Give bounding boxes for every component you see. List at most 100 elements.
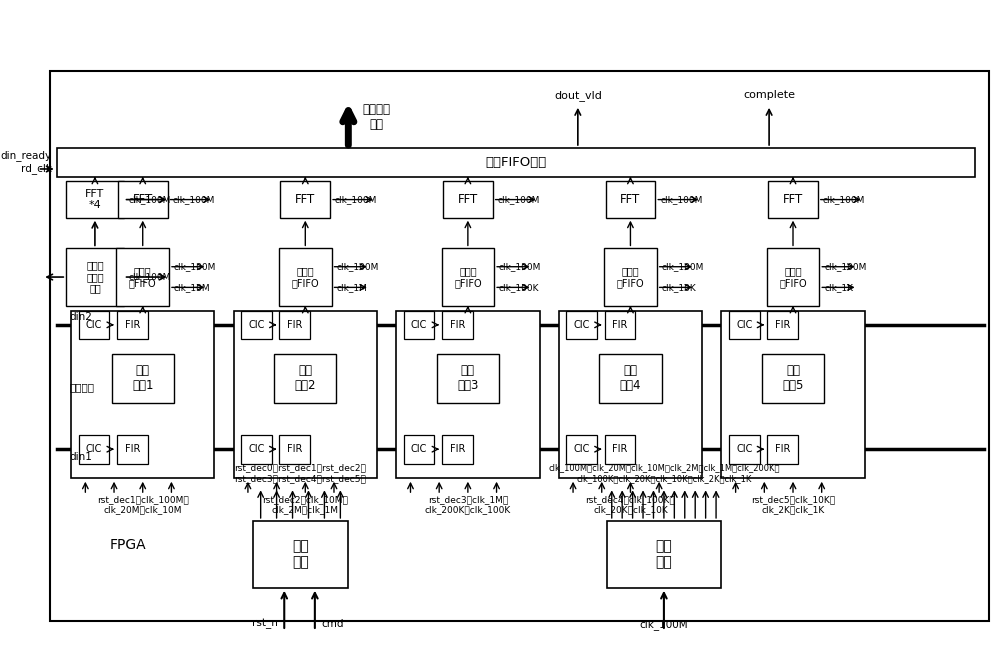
Bar [721,310,865,478]
Bar [234,310,377,478]
Text: FIR: FIR [450,320,465,330]
Text: CIC: CIC [573,444,590,454]
Text: rst_dec2、clk_10M、
clk_2M、clk_1M: rst_dec2、clk_10M、 clk_2M、clk_1M [262,495,348,514]
Text: FIR: FIR [775,444,790,454]
Bar [279,310,310,339]
Bar [396,310,540,478]
Text: clk_100K: clk_100K [499,283,539,292]
Text: rst_dec3、clk_1M、
clk_200K、clk_100K: rst_dec3、clk_1M、 clk_200K、clk_100K [425,495,511,514]
Text: 抽取
模块1: 抽取 模块1 [132,364,153,392]
Text: clk_10K: clk_10K [662,283,696,292]
Bar [112,353,174,403]
Text: 最高频
段数据
分组: 最高频 段数据 分组 [86,261,104,293]
Bar [118,181,168,218]
Bar [404,435,434,464]
Bar [404,310,434,339]
Bar [767,248,819,306]
Bar [66,248,124,306]
Text: dout_vld: dout_vld [554,90,602,101]
Bar [79,310,109,339]
Bar [729,310,760,339]
Text: clk_100M: clk_100M [172,195,215,204]
Bar [599,353,662,403]
Text: CIC: CIC [86,444,102,454]
Text: clk_100M: clk_100M [174,263,216,271]
Bar [50,72,989,621]
Text: clk_10M: clk_10M [174,283,210,292]
Text: FFT: FFT [458,193,478,206]
Text: 异步兵
兵FIFO: 异步兵 兵FIFO [291,266,319,288]
Bar [442,435,473,464]
Bar [66,181,124,218]
Text: 抽取
模块5: 抽取 模块5 [782,364,804,392]
Bar [437,353,499,403]
Text: clk_100M: clk_100M [128,195,171,204]
Text: cmd: cmd [322,619,344,629]
Bar [274,353,336,403]
Text: CIC: CIC [736,320,752,330]
Bar [729,435,760,464]
Bar [71,310,214,478]
Bar [443,181,493,218]
Bar [605,435,635,464]
Bar [241,310,272,339]
Text: CIC: CIC [736,444,752,454]
Text: FIR: FIR [125,320,140,330]
Text: 异步兵
兵FIFO: 异步兵 兵FIFO [779,266,807,288]
Text: 抽取
模块3: 抽取 模块3 [457,364,479,392]
Text: 异步兵
兵FIFO: 异步兵 兵FIFO [129,266,157,288]
Text: clk_100M: clk_100M [499,263,541,271]
Bar [117,310,148,339]
Text: clk_100M: clk_100M [823,195,865,204]
Bar [566,435,597,464]
Text: FIR: FIR [450,444,465,454]
Text: FIR: FIR [287,320,302,330]
Bar [57,148,975,177]
Text: clk_100M、clk_20M、clk_10M、clk_2M、clk_1M、clk_200K、
clk_100K、clk_20K、clk_10K、clk_2K: clk_100M、clk_20M、clk_10M、clk_2M、clk_1M、c… [548,463,780,483]
Bar [606,181,655,218]
Text: rst_dec5、clk_10K、
clk_2K、clk_1K: rst_dec5、clk_10K、 clk_2K、clk_1K [751,495,835,514]
Text: CIC: CIC [411,320,427,330]
Text: rst_dec1、clk_100M、
clk_20M、clk_10M: rst_dec1、clk_100M、 clk_20M、clk_10M [97,495,189,514]
Text: complete: complete [743,90,795,101]
Text: din1: din1 [69,452,92,462]
Text: CIC: CIC [86,320,102,330]
Text: 抽取
模块2: 抽取 模块2 [295,364,316,392]
Text: FFT
*4: FFT *4 [85,189,105,210]
Bar [279,435,310,464]
Text: 异步兵
兵FIFO: 异步兵 兵FIFO [454,266,482,288]
Text: 输出处理
数据: 输出处理 数据 [363,103,391,132]
Text: FIR: FIR [775,320,790,330]
Text: clk_100M: clk_100M [335,195,377,204]
Text: clk_100M: clk_100M [128,273,171,282]
Bar [767,310,798,339]
Text: clk_1K: clk_1K [824,283,853,292]
Text: clk_100M: clk_100M [640,619,688,630]
Text: FIR: FIR [287,444,302,454]
Bar [79,435,109,464]
Text: CIC: CIC [248,444,265,454]
Bar [605,310,635,339]
Text: FFT: FFT [133,193,153,206]
Bar [559,310,702,478]
Bar [566,310,597,339]
Text: 抽取
模块4: 抽取 模块4 [620,364,641,392]
Text: 控制
模块: 控制 模块 [292,539,309,570]
Text: rd_clk: rd_clk [21,164,52,174]
Text: clk_100M: clk_100M [498,195,540,204]
Text: clk_100M: clk_100M [660,195,702,204]
Bar [117,435,148,464]
Text: 输出FIFO缓存: 输出FIFO缓存 [485,156,546,169]
Text: clk_1M: clk_1M [336,283,367,292]
Text: rst_dec0、rst_dec1、rst_dec2、
rst_dec3、rst_dec4、rst_dec5、: rst_dec0、rst_dec1、rst_dec2、 rst_dec3、rst… [235,463,366,483]
Bar [442,248,494,306]
Bar [768,181,818,218]
Text: din_ready: din_ready [1,150,52,161]
Bar [442,310,473,339]
Text: FIR: FIR [612,320,628,330]
Text: rst_n: rst_n [252,619,278,630]
Text: 输入数据: 输入数据 [69,382,94,392]
Text: FFT: FFT [783,193,803,206]
Text: FPGA: FPGA [109,538,146,552]
Text: 时钟
模块: 时钟 模块 [656,539,672,570]
